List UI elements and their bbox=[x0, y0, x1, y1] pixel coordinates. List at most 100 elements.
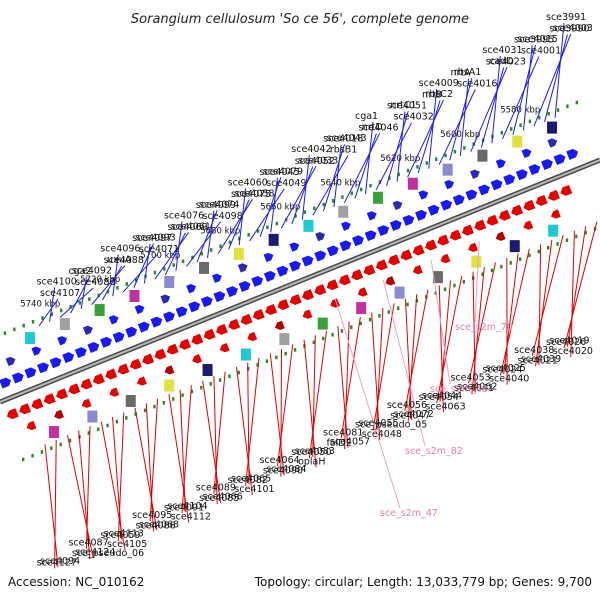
gene-label: sce4041 bbox=[454, 383, 494, 394]
forward-gene-arrow-shape bbox=[83, 325, 93, 335]
tick-dot bbox=[416, 164, 419, 169]
reverse-gene-arrow-shape bbox=[191, 333, 204, 345]
reverse-gene-arrow bbox=[31, 398, 44, 410]
reverse-gene-arrow-shape bbox=[468, 242, 478, 253]
leader-line bbox=[407, 99, 444, 178]
reverse-gene-arrow-shape bbox=[314, 284, 327, 296]
reverse-gene-arrow bbox=[247, 331, 258, 342]
reverse-gene-arrow-shape bbox=[440, 253, 451, 264]
reverse-gene-arrow bbox=[495, 231, 506, 241]
feature-block bbox=[477, 149, 488, 162]
leader-line bbox=[428, 89, 438, 169]
tick-dot bbox=[266, 225, 269, 230]
gene-label: nrtB bbox=[422, 90, 442, 101]
gene-label: sce4026 bbox=[546, 337, 586, 348]
forward-gene-arrow-shape bbox=[11, 372, 24, 384]
reverse-gene-arrow-shape bbox=[523, 199, 536, 211]
forward-gene-arrow-shape bbox=[74, 347, 87, 359]
reverse-gene-arrow-shape bbox=[252, 308, 265, 320]
forward-gene-arrow-shape bbox=[314, 250, 327, 262]
gene-label: sce4009 bbox=[419, 78, 459, 89]
reverse-gene-arrow bbox=[548, 189, 560, 201]
forward-gene-arrow bbox=[470, 169, 480, 179]
forward-gene-arrow-shape bbox=[200, 296, 213, 308]
tick-dot bbox=[88, 297, 91, 301]
forward-gene-arrow bbox=[490, 179, 503, 191]
tick-dot bbox=[134, 278, 138, 283]
feature-block bbox=[279, 333, 290, 346]
gene-label: sce4088 bbox=[104, 255, 144, 266]
gene-label: sce4076 bbox=[164, 210, 204, 221]
reverse-gene-arrow bbox=[511, 204, 524, 216]
reverse-gene-arrow bbox=[6, 408, 19, 420]
gene-label: sce4072 bbox=[394, 409, 434, 420]
feature-block bbox=[394, 286, 405, 299]
leader-line bbox=[438, 89, 476, 165]
forward-gene-arrow-shape bbox=[366, 211, 377, 221]
tick-dot bbox=[556, 242, 559, 246]
leader-line bbox=[213, 371, 226, 494]
reverse-gene-arrow-shape bbox=[277, 299, 290, 311]
tick-dot bbox=[537, 249, 541, 254]
reverse-gene-arrow bbox=[105, 368, 118, 380]
reverse-gene-arrow bbox=[523, 220, 534, 230]
rna-gene-label: sce_s2m_47 bbox=[380, 508, 438, 519]
feature-block bbox=[356, 302, 367, 315]
reverse-gene-arrow bbox=[26, 420, 37, 431]
reverse-gene-arrow-shape bbox=[375, 259, 388, 271]
reverse-gene-arrow-shape bbox=[326, 279, 339, 291]
tick-dot bbox=[350, 191, 354, 196]
tick-dot bbox=[312, 340, 316, 345]
leader-line bbox=[78, 430, 91, 560]
gene-label: sce4062 bbox=[457, 382, 497, 393]
reverse-gene-arrow-shape bbox=[117, 363, 130, 375]
forward-gene-arrow-shape bbox=[263, 252, 274, 263]
leader-line bbox=[280, 166, 317, 229]
forward-gene-arrow-shape bbox=[547, 138, 558, 148]
leader-line bbox=[149, 398, 159, 522]
leader-line bbox=[270, 177, 278, 233]
gene-label: nrtD bbox=[362, 122, 383, 133]
tick-dot bbox=[106, 289, 110, 294]
gene-label: sce4025 bbox=[486, 363, 526, 374]
gene-label: sce4024 bbox=[482, 365, 522, 376]
gene-label: sce4086 bbox=[136, 521, 176, 532]
forward-gene-arrow-shape bbox=[289, 260, 301, 272]
tick-dot bbox=[518, 257, 522, 261]
tick-dot bbox=[219, 244, 222, 248]
forward-gene-arrow bbox=[276, 265, 289, 277]
forward-gene-arrow bbox=[341, 221, 351, 231]
tick-dot bbox=[256, 229, 260, 233]
leader-line bbox=[404, 289, 429, 411]
reverse-gene-arrow-shape bbox=[412, 265, 423, 275]
gene-label: sce4092 bbox=[72, 265, 112, 276]
gene-label: rbsA1 bbox=[454, 67, 481, 78]
leader-line bbox=[322, 144, 346, 212]
forward-gene-arrow bbox=[553, 153, 566, 165]
reverse-gene-arrow-shape bbox=[437, 234, 450, 246]
tick-dot bbox=[293, 348, 297, 352]
gene-label: sce4089 bbox=[196, 483, 236, 494]
reverse-gene-arrow bbox=[535, 194, 548, 206]
forward-gene-arrow-shape bbox=[125, 326, 138, 338]
leader-line bbox=[386, 111, 409, 186]
leader-line bbox=[404, 298, 413, 421]
leader-line bbox=[354, 133, 377, 199]
reverse-gene-arrow bbox=[461, 224, 474, 236]
leader-line-rna bbox=[334, 298, 401, 509]
leader-line bbox=[372, 303, 395, 431]
gene-label: sce4016 bbox=[457, 79, 497, 90]
gene-label: sce4015 bbox=[518, 34, 558, 45]
kbp-marker: 5700 kbp bbox=[140, 251, 180, 261]
gene-label: sce4081 bbox=[323, 427, 363, 438]
leader-line bbox=[417, 100, 441, 174]
feature-block bbox=[338, 205, 349, 218]
feature-block bbox=[94, 304, 105, 317]
forward-gene-arrow-shape bbox=[440, 199, 453, 211]
feature-block bbox=[164, 379, 175, 392]
leader-line bbox=[480, 67, 505, 148]
reverse-gene-arrow-shape bbox=[461, 224, 474, 236]
reverse-gene-arrow-shape bbox=[363, 264, 376, 276]
leader-line bbox=[154, 232, 190, 280]
forward-gene-arrow-shape bbox=[134, 304, 145, 315]
